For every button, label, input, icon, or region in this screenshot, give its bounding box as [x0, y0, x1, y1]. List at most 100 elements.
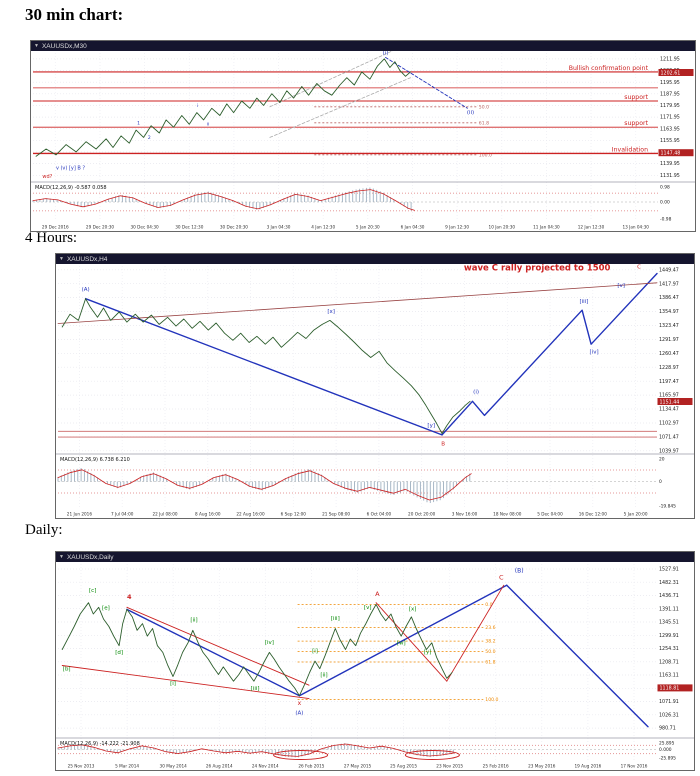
- svg-text:[v]: [v]: [617, 283, 625, 289]
- svg-text:5 Dec 04:00: 5 Dec 04:00: [537, 512, 563, 517]
- svg-text:v (v) [y] B ?: v (v) [y] B ?: [56, 165, 85, 171]
- svg-text:[iii]: [iii]: [579, 299, 588, 305]
- svg-text:1102.97: 1102.97: [659, 421, 679, 427]
- svg-text:13 Jan 04:30: 13 Jan 04:30: [622, 225, 649, 230]
- svg-text:(A): (A): [295, 710, 303, 716]
- svg-text:1179.95: 1179.95: [660, 103, 680, 109]
- svg-text:30 Dec 20:30: 30 Dec 20:30: [220, 225, 248, 230]
- svg-text:25.895: 25.895: [659, 741, 675, 747]
- svg-text:1155.95: 1155.95: [660, 138, 680, 144]
- chart-menu-icon[interactable]: ▼: [59, 255, 64, 262]
- chart-daily-frame: ▼ XAUUSDx,Daily 25 Nov 2013 5 Mar 2014 30 …: [55, 551, 695, 771]
- svg-text:[c]: [c]: [89, 588, 96, 594]
- chart-4h-canvas: 21 Jun 2016 7 Jul 04:00 22 Jul 08:00 8 Aug …: [56, 264, 694, 518]
- svg-text:1291.97: 1291.97: [659, 337, 679, 343]
- svg-text:21 Sep 08:00: 21 Sep 08:00: [322, 512, 350, 517]
- svg-text:1208.71: 1208.71: [659, 659, 679, 665]
- svg-text:23.6: 23.6: [485, 625, 495, 631]
- svg-text:[iv]: [iv]: [265, 640, 274, 646]
- svg-text:1187.95: 1187.95: [660, 91, 680, 97]
- svg-text:980.71: 980.71: [659, 726, 676, 732]
- svg-text:1039.97: 1039.97: [659, 448, 679, 454]
- svg-text:support: support: [624, 94, 648, 101]
- svg-text:[b]: [b]: [63, 667, 71, 673]
- svg-text:[i]: [i]: [170, 681, 176, 687]
- svg-text:[x]: [x]: [327, 309, 335, 315]
- svg-text:6 Sep 12:00: 6 Sep 12:00: [281, 512, 307, 517]
- chart-menu-icon[interactable]: ▼: [59, 553, 64, 560]
- svg-text:1299.91: 1299.91: [659, 633, 679, 639]
- chart-30min-frame: ▼ XAUUSDx,M30 29 Dec 2016 29 Dec 20:30 30 …: [30, 40, 696, 232]
- heading-30min-chart: 30 min chart:: [25, 5, 124, 24]
- chart-4h-titlebar: ▼ XAUUSDx,H4: [56, 254, 694, 264]
- svg-text:25 Nov 2013: 25 Nov 2013: [68, 764, 95, 769]
- svg-text:1482.31: 1482.31: [659, 580, 679, 586]
- svg-text:[w]: [w]: [397, 641, 406, 647]
- svg-text:30 Dec 12:30: 30 Dec 12:30: [175, 225, 203, 230]
- svg-text:1386.47: 1386.47: [659, 295, 679, 301]
- svg-text:1163.11: 1163.11: [659, 673, 679, 679]
- svg-text:[ii]: [ii]: [190, 617, 197, 623]
- svg-text:16 Dec 12:00: 16 Dec 12:00: [579, 512, 607, 517]
- svg-text:3 Nov 16:00: 3 Nov 16:00: [452, 512, 478, 517]
- svg-text:1391.11: 1391.11: [659, 606, 679, 612]
- chart-30min-canvas: 29 Dec 2016 29 Dec 20:30 30 Dec 04:30 30 De…: [31, 51, 695, 231]
- chart-30min-symbol-label: XAUUSDx,M30: [41, 42, 87, 50]
- svg-text:[y]: [y]: [427, 423, 435, 429]
- svg-text:1527.91: 1527.91: [659, 567, 679, 573]
- svg-text:1254.31: 1254.31: [659, 646, 679, 652]
- svg-text:1134.47: 1134.47: [659, 407, 679, 413]
- svg-text:5 Jan 20:00: 5 Jan 20:00: [624, 512, 648, 517]
- svg-text:1449.47: 1449.47: [659, 267, 679, 273]
- svg-text:x: x: [298, 700, 302, 707]
- svg-text:50.0: 50.0: [479, 104, 489, 110]
- svg-text:-25.895: -25.895: [659, 756, 676, 762]
- svg-text:1: 1: [137, 120, 140, 126]
- svg-text:1345.51: 1345.51: [659, 620, 679, 626]
- svg-text:[e]: [e]: [102, 606, 110, 612]
- svg-text:MACD(12,26,9) 6.738 6.210: MACD(12,26,9) 6.738 6.210: [60, 457, 130, 463]
- svg-text:1195.95: 1195.95: [660, 80, 680, 86]
- svg-text:1165.97: 1165.97: [659, 393, 679, 399]
- chart-30min-titlebar: ▼ XAUUSDx,M30: [31, 41, 695, 51]
- svg-text:1131.95: 1131.95: [660, 173, 680, 179]
- svg-text:24 Nov 2014: 24 Nov 2014: [252, 764, 279, 769]
- svg-text:22 Aug 16:00: 22 Aug 16:00: [236, 512, 265, 517]
- svg-text:-19.845: -19.845: [659, 504, 676, 510]
- chart-4h-frame: ▼ XAUUSDx,H4 21 Jun 2016 7 Jul 04:00 22 Ju…: [55, 253, 695, 519]
- svg-text:0.000: 0.000: [659, 747, 672, 753]
- svg-text:(ii): (ii): [467, 110, 474, 116]
- svg-text:B: B: [441, 442, 445, 448]
- svg-text:1139.95: 1139.95: [660, 161, 680, 167]
- svg-text:11 Jan 04:30: 11 Jan 04:30: [533, 225, 560, 230]
- svg-text:[x]: [x]: [409, 607, 417, 613]
- svg-text:29 Dec 20:30: 29 Dec 20:30: [86, 225, 114, 230]
- svg-text:1260.47: 1260.47: [659, 351, 679, 357]
- svg-text:[i]: [i]: [312, 649, 318, 655]
- svg-text:MACD(12,26,9) -0.587 0.058: MACD(12,26,9) -0.587 0.058: [35, 185, 107, 191]
- svg-text:1071.47: 1071.47: [659, 435, 679, 441]
- svg-text:10 Jan 20:30: 10 Jan 20:30: [489, 225, 516, 230]
- svg-text:[iii]: [iii]: [251, 686, 260, 692]
- svg-text:1323.47: 1323.47: [659, 323, 679, 329]
- svg-text:100.0: 100.0: [479, 152, 492, 158]
- svg-text:6 Oct 04:00: 6 Oct 04:00: [367, 512, 392, 517]
- svg-text:2: 2: [148, 135, 151, 141]
- svg-text:0.98: 0.98: [660, 185, 670, 191]
- svg-text:support: support: [624, 120, 648, 127]
- svg-text:27 May 2015: 27 May 2015: [344, 764, 372, 769]
- svg-text:C: C: [637, 265, 641, 271]
- svg-text:1071.91: 1071.91: [659, 699, 679, 705]
- svg-text:(A): (A): [82, 287, 90, 293]
- svg-text:[y]: [y]: [424, 649, 432, 655]
- svg-text:50.0: 50.0: [485, 649, 495, 655]
- svg-text:20: 20: [659, 457, 665, 463]
- svg-text:[ii]: [ii]: [320, 673, 327, 679]
- svg-text:0.0: 0.0: [485, 602, 492, 608]
- chart-menu-icon[interactable]: ▼: [34, 42, 39, 49]
- svg-text:1354.97: 1354.97: [659, 309, 679, 315]
- svg-text:(i): (i): [473, 389, 479, 395]
- svg-text:1202.61: 1202.61: [661, 70, 681, 76]
- svg-text:7 Jul 04:00: 7 Jul 04:00: [111, 512, 134, 517]
- svg-text:18 Nov 08:00: 18 Nov 08:00: [493, 512, 522, 517]
